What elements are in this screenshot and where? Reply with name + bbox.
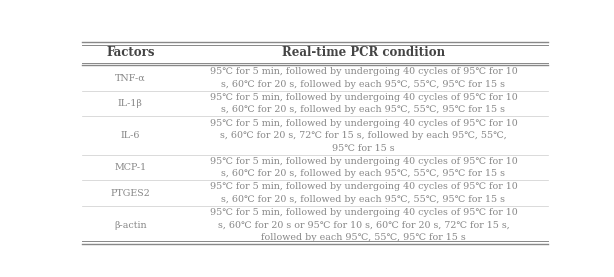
Text: Real-time PCR condition: Real-time PCR condition [282, 46, 445, 59]
Text: 95℃ for 5 min, followed by undergoing 40 cycles of 95℃ for 10
s, 60℃ for 20 s, f: 95℃ for 5 min, followed by undergoing 40… [209, 93, 518, 114]
Text: IL-1β: IL-1β [118, 99, 142, 108]
Text: IL-6: IL-6 [120, 131, 140, 140]
Text: 95℃ for 5 min, followed by undergoing 40 cycles of 95℃ for 10
s, 60℃ for 20 s, 7: 95℃ for 5 min, followed by undergoing 40… [209, 119, 518, 153]
Text: PTGES2: PTGES2 [111, 189, 150, 198]
Text: 95℃ for 5 min, followed by undergoing 40 cycles of 95℃ for 10
s, 60℃ for 20 s or: 95℃ for 5 min, followed by undergoing 40… [209, 208, 518, 242]
Text: 95℃ for 5 min, followed by undergoing 40 cycles of 95℃ for 10
s, 60℃ for 20 s, f: 95℃ for 5 min, followed by undergoing 40… [209, 157, 518, 178]
Text: TNF-α: TNF-α [115, 73, 146, 82]
Text: MCP-1: MCP-1 [114, 163, 146, 172]
Text: Factors: Factors [106, 46, 155, 59]
Text: β-actin: β-actin [114, 221, 147, 230]
Text: 95℃ for 5 min, followed by undergoing 40 cycles of 95℃ for 10
s, 60℃ for 20 s, f: 95℃ for 5 min, followed by undergoing 40… [209, 67, 518, 89]
Text: 95℃ for 5 min, followed by undergoing 40 cycles of 95℃ for 10
s, 60℃ for 20 s, f: 95℃ for 5 min, followed by undergoing 40… [209, 183, 518, 204]
